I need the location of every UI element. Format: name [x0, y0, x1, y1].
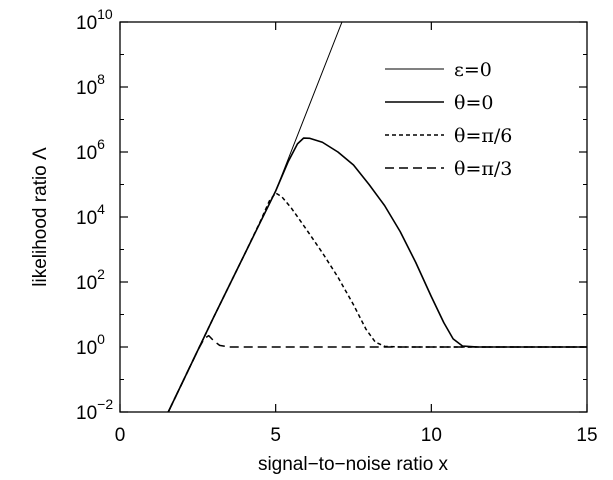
x-tick-label: 5	[270, 425, 281, 446]
y-axis: 10−2 100 102 104 106 108 1010	[76, 6, 587, 424]
legend-label: θ=π/3	[454, 158, 512, 180]
series-line-0	[167, 22, 343, 412]
plot-frame	[119, 21, 588, 413]
y-tick-label: 1010	[76, 6, 113, 34]
legend-label: ε=0	[454, 59, 492, 81]
y-tick-label: 106	[76, 136, 105, 164]
x-axis-title: signal−to−noise ratio x	[258, 454, 449, 475]
y-tick-label: 10−2	[76, 396, 113, 424]
series-layer	[167, 22, 587, 412]
legend-label: θ=0	[454, 92, 493, 114]
series-line-3	[167, 334, 587, 412]
y-tick-label: 100	[76, 331, 105, 359]
y-tick-label: 102	[76, 266, 105, 294]
legend-label: θ=π/6	[454, 125, 512, 147]
y-axis-title: likelihood ratio Λ	[30, 147, 51, 287]
x-axis: 0 5 10 15	[115, 22, 598, 446]
y-tick-label: 104	[76, 201, 105, 229]
x-tick-label: 10	[421, 425, 442, 446]
x-tick-label: 0	[115, 425, 126, 446]
y-tick-label: 108	[76, 71, 105, 99]
series-line-1	[167, 137, 587, 412]
series-line-2	[167, 192, 587, 412]
legend: ε=0 θ=0 θ=π/6 θ=π/3	[385, 59, 512, 180]
x-tick-label: 15	[576, 425, 597, 446]
